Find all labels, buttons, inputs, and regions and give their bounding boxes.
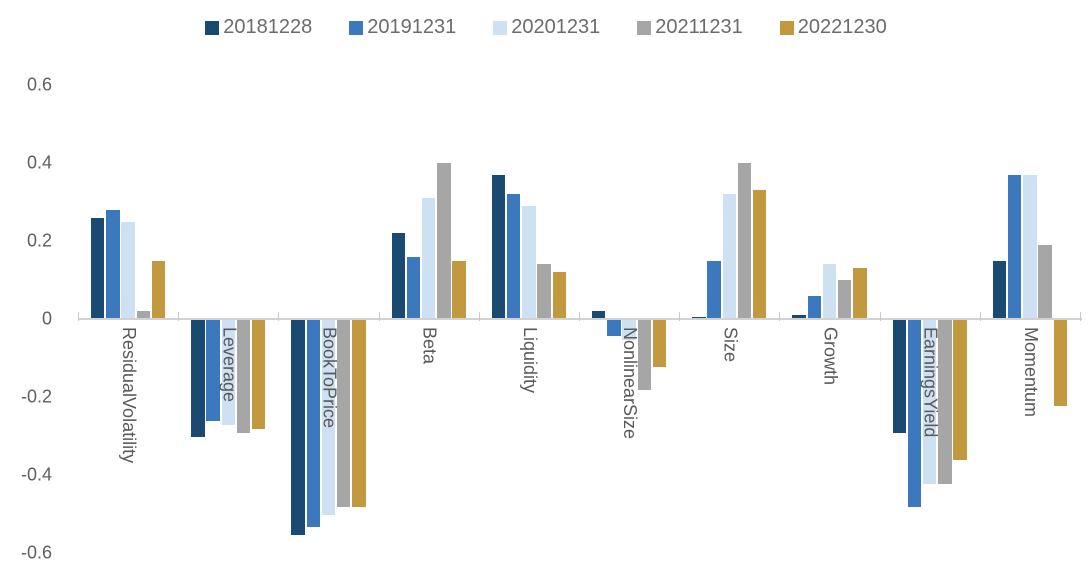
bar-20181228-Beta	[391, 233, 406, 319]
bar-20221230-Beta	[452, 260, 466, 319]
x-axis-label-Leverage: Leverage	[219, 327, 240, 403]
legend-item-20181228: 20181228	[205, 16, 312, 39]
legend-swatch-icon	[205, 20, 220, 35]
bar-20191231-BookToPrice	[306, 320, 321, 527]
bar-20201231-Liquidity	[522, 205, 536, 319]
x-axis-line	[78, 318, 1082, 320]
axis-tick-mark	[679, 312, 680, 321]
legend-swatch-icon	[637, 20, 652, 35]
y-axis-tick-label: 0.2	[26, 230, 52, 251]
bar-20211231-EarningsYield	[938, 320, 952, 484]
bar-20211231-NonlinearSize	[637, 320, 652, 391]
x-axis-label-Size: Size	[720, 327, 741, 363]
y-axis-tick-label: 0.6	[26, 74, 52, 95]
bar-20191231-Beta	[406, 256, 421, 319]
x-axis-label-Growth: Growth	[820, 327, 841, 386]
bar-20211231-BookToPrice	[336, 320, 351, 508]
bar-20181228-NonlinearSize	[591, 311, 606, 319]
x-axis-label-ResidualVolatility: ResidualVolatility	[119, 327, 140, 464]
bar-20221230-ResidualVolatility	[151, 260, 166, 319]
bar-20211231-Leverage	[236, 320, 251, 434]
legend-swatch-icon	[779, 20, 794, 35]
bar-20221230-Liquidity	[552, 272, 567, 319]
bar-20191231-Liquidity	[506, 194, 521, 319]
y-axis-tick-label: -0.2	[20, 386, 52, 407]
axis-tick-mark	[980, 312, 981, 321]
bar-20181228-EarningsYield	[892, 320, 907, 434]
legend-item-20191231: 20191231	[349, 16, 456, 39]
bar-20191231-EarningsYield	[907, 320, 922, 508]
x-axis-label-EarningsYield: EarningsYield	[920, 327, 941, 438]
x-axis-label-Liquidity: Liquidity	[519, 327, 540, 394]
bar-20221230-BookToPrice	[352, 320, 366, 508]
bar-20181228-ResidualVolatility	[90, 217, 105, 319]
bar-20191231-Momentum	[1007, 174, 1022, 319]
legend-label: 20211231	[655, 16, 743, 38]
bar-20201231-NonlinearSize	[622, 320, 636, 340]
bar-20181228-Growth	[792, 315, 806, 319]
legend-label: 20221230	[797, 16, 887, 38]
x-axis-label-Momentum: Momentum	[1020, 327, 1041, 418]
bar-20181228-Liquidity	[491, 174, 506, 319]
bar-20191231-Size	[707, 260, 721, 319]
bar-20201231-Beta	[421, 198, 436, 319]
bar-20221230-NonlinearSize	[652, 320, 667, 367]
bar-20191231-ResidualVolatility	[106, 209, 120, 319]
bar-20221230-Growth	[853, 268, 867, 319]
bar-20211231-Beta	[437, 163, 451, 319]
legend-item-20201231: 20201231	[493, 16, 600, 39]
legend-label: 20191231	[367, 16, 457, 38]
axis-tick-mark	[379, 312, 380, 321]
bar-20221230-Leverage	[251, 320, 266, 430]
axis-tick-mark	[278, 312, 279, 321]
bar-20211231-Size	[737, 163, 752, 319]
bar-20211231-Liquidity	[537, 264, 551, 319]
axis-tick-mark	[78, 312, 79, 321]
x-axis-label-BookToPrice: BookToPrice	[319, 327, 340, 429]
axis-tick-mark	[880, 312, 881, 321]
legend-label: 20181228	[223, 16, 313, 38]
bar-20181228-BookToPrice	[291, 320, 305, 535]
axis-tick-mark	[479, 312, 480, 321]
bar-20181228-Momentum	[992, 260, 1007, 319]
bar-20191231-Leverage	[206, 320, 220, 422]
y-axis-tick-label: -0.6	[20, 542, 52, 563]
bar-20201231-ResidualVolatility	[121, 221, 135, 319]
y-axis-tick-label: 0.4	[26, 152, 52, 173]
bar-20201231-Growth	[822, 264, 837, 319]
axis-tick-mark	[1080, 312, 1081, 321]
bar-20201231-Momentum	[1023, 174, 1037, 319]
bar-20221230-EarningsYield	[953, 320, 967, 461]
legend-item-20211231: 20211231	[637, 16, 743, 39]
bar-20221230-Momentum	[1053, 320, 1068, 406]
bar-20221230-Size	[752, 190, 767, 319]
bar-20201231-Size	[722, 194, 737, 319]
x-axis-label-NonlinearSize: NonlinearSize	[620, 327, 641, 440]
bar-20211231-ResidualVolatility	[136, 311, 151, 319]
y-axis-tick-label: -0.4	[20, 464, 52, 485]
bar-20211231-Growth	[837, 280, 852, 319]
bar-20191231-NonlinearSize	[607, 320, 621, 336]
axis-tick-mark	[178, 312, 179, 321]
bar-20181228-Leverage	[191, 320, 205, 437]
axis-tick-mark	[779, 312, 780, 321]
axis-tick-mark	[579, 312, 580, 321]
legend-swatch-icon	[493, 20, 508, 35]
legend-swatch-icon	[349, 20, 364, 35]
legend-label: 20201231	[511, 16, 601, 38]
x-axis-label-Beta: Beta	[419, 327, 440, 365]
legend-item-20221230: 20221230	[779, 16, 887, 39]
legend: 20181228 20191231 20201231 20211231 20221230	[0, 16, 1092, 39]
bar-20211231-Momentum	[1038, 244, 1052, 319]
bar-20201231-BookToPrice	[321, 320, 336, 515]
bar-20201231-Leverage	[221, 320, 236, 426]
y-axis-tick-label: 0	[41, 308, 52, 329]
bar-20201231-EarningsYield	[922, 320, 937, 484]
bar-20191231-Growth	[807, 295, 822, 319]
